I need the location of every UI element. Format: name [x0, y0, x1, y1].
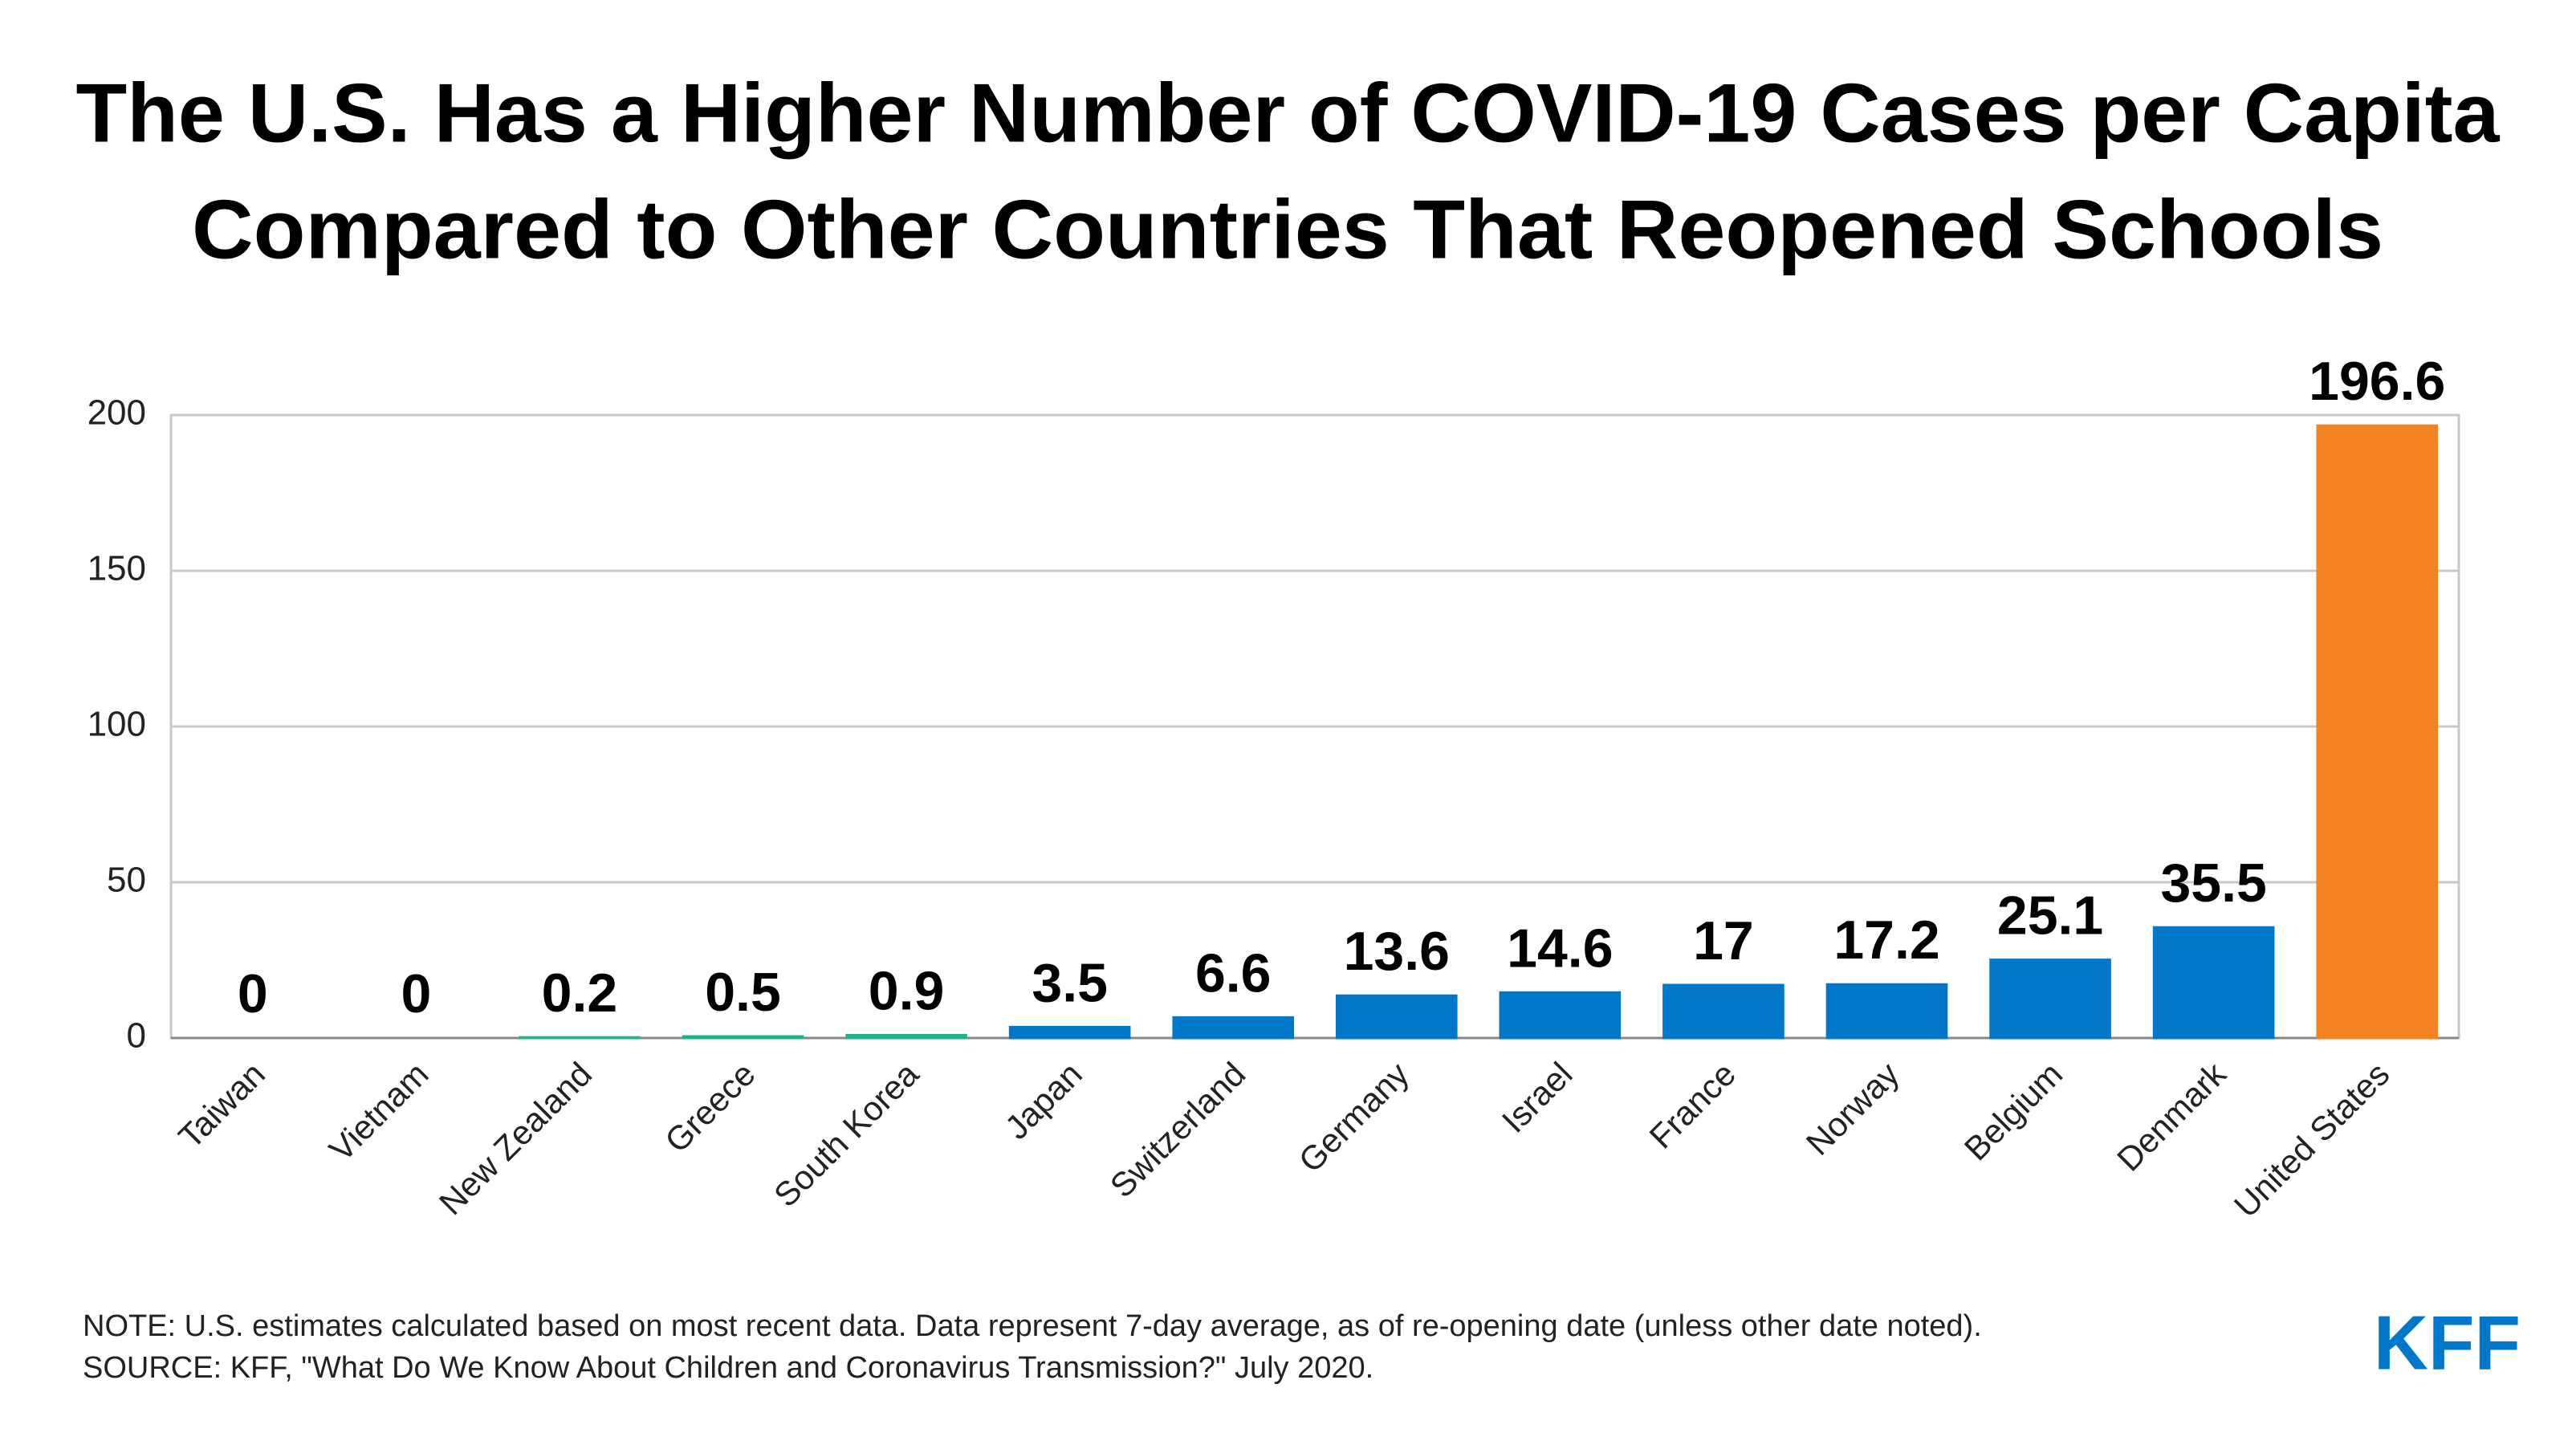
value-label: 13.6 — [1344, 921, 1450, 982]
y-tick-label: 50 — [107, 861, 146, 900]
x-tick-label: Israel — [1495, 1055, 1580, 1140]
value-label: 0.9 — [869, 960, 945, 1021]
bar — [682, 1035, 804, 1040]
x-tick-label: Germany — [1292, 1055, 1416, 1179]
chart-title: Compared to Other Countries That Reopene… — [192, 183, 2383, 276]
bar — [1172, 1016, 1295, 1040]
x-tick-label: France — [1642, 1055, 1743, 1156]
value-label: 17 — [1693, 910, 1754, 971]
value-label: 25.1 — [1997, 885, 2103, 946]
value-label: 6.6 — [1195, 942, 1272, 1003]
x-tick-label: South Korea — [767, 1055, 926, 1215]
x-tick-label: Vietnam — [322, 1055, 436, 1169]
bar — [1499, 991, 1622, 1040]
value-label: 17.2 — [1833, 910, 1939, 971]
y-tick-label: 0 — [127, 1016, 146, 1056]
x-tick-label: Belgium — [1957, 1055, 2070, 1168]
x-tick-label: Denmark — [2110, 1054, 2233, 1178]
note: NOTE: U.S. estimates calculated based on… — [83, 1309, 1982, 1343]
bar — [1008, 1025, 1131, 1040]
bar — [2316, 424, 2439, 1040]
bar — [1335, 994, 1458, 1040]
value-label: 14.6 — [1507, 918, 1613, 979]
x-tick-label: Taiwan — [171, 1055, 272, 1156]
x-tick-label: United States — [2227, 1055, 2397, 1225]
bar — [1825, 983, 1948, 1040]
value-label: 0 — [238, 963, 268, 1024]
bar — [1662, 983, 1784, 1040]
bar — [1989, 959, 2111, 1040]
value-label: 35.5 — [2160, 853, 2266, 914]
source: SOURCE: KFF, "What Do We Know About Chil… — [83, 1351, 1373, 1385]
x-tick-label: Japan — [998, 1055, 1089, 1146]
y-tick-label: 150 — [87, 549, 146, 588]
x-tick-label: Norway — [1799, 1055, 1907, 1162]
x-tick-label: Greece — [657, 1055, 763, 1160]
chart-title: The U.S. Has a Higher Number of COVID-19… — [76, 67, 2501, 160]
value-label: 0 — [401, 963, 431, 1024]
x-tick-label: Switzerland — [1103, 1055, 1253, 1205]
x-tick-label: New Zealand — [432, 1055, 599, 1222]
bar — [519, 1036, 641, 1040]
y-tick-label: 100 — [87, 705, 146, 744]
bar — [845, 1034, 967, 1040]
value-label: 0.5 — [705, 962, 781, 1023]
value-label: 3.5 — [1032, 952, 1108, 1013]
logo: KFF — [2374, 1300, 2521, 1386]
bar — [2152, 926, 2275, 1040]
value-label: 0.2 — [542, 963, 618, 1024]
y-tick-label: 200 — [87, 393, 146, 433]
value-label: 196.6 — [2309, 351, 2445, 412]
